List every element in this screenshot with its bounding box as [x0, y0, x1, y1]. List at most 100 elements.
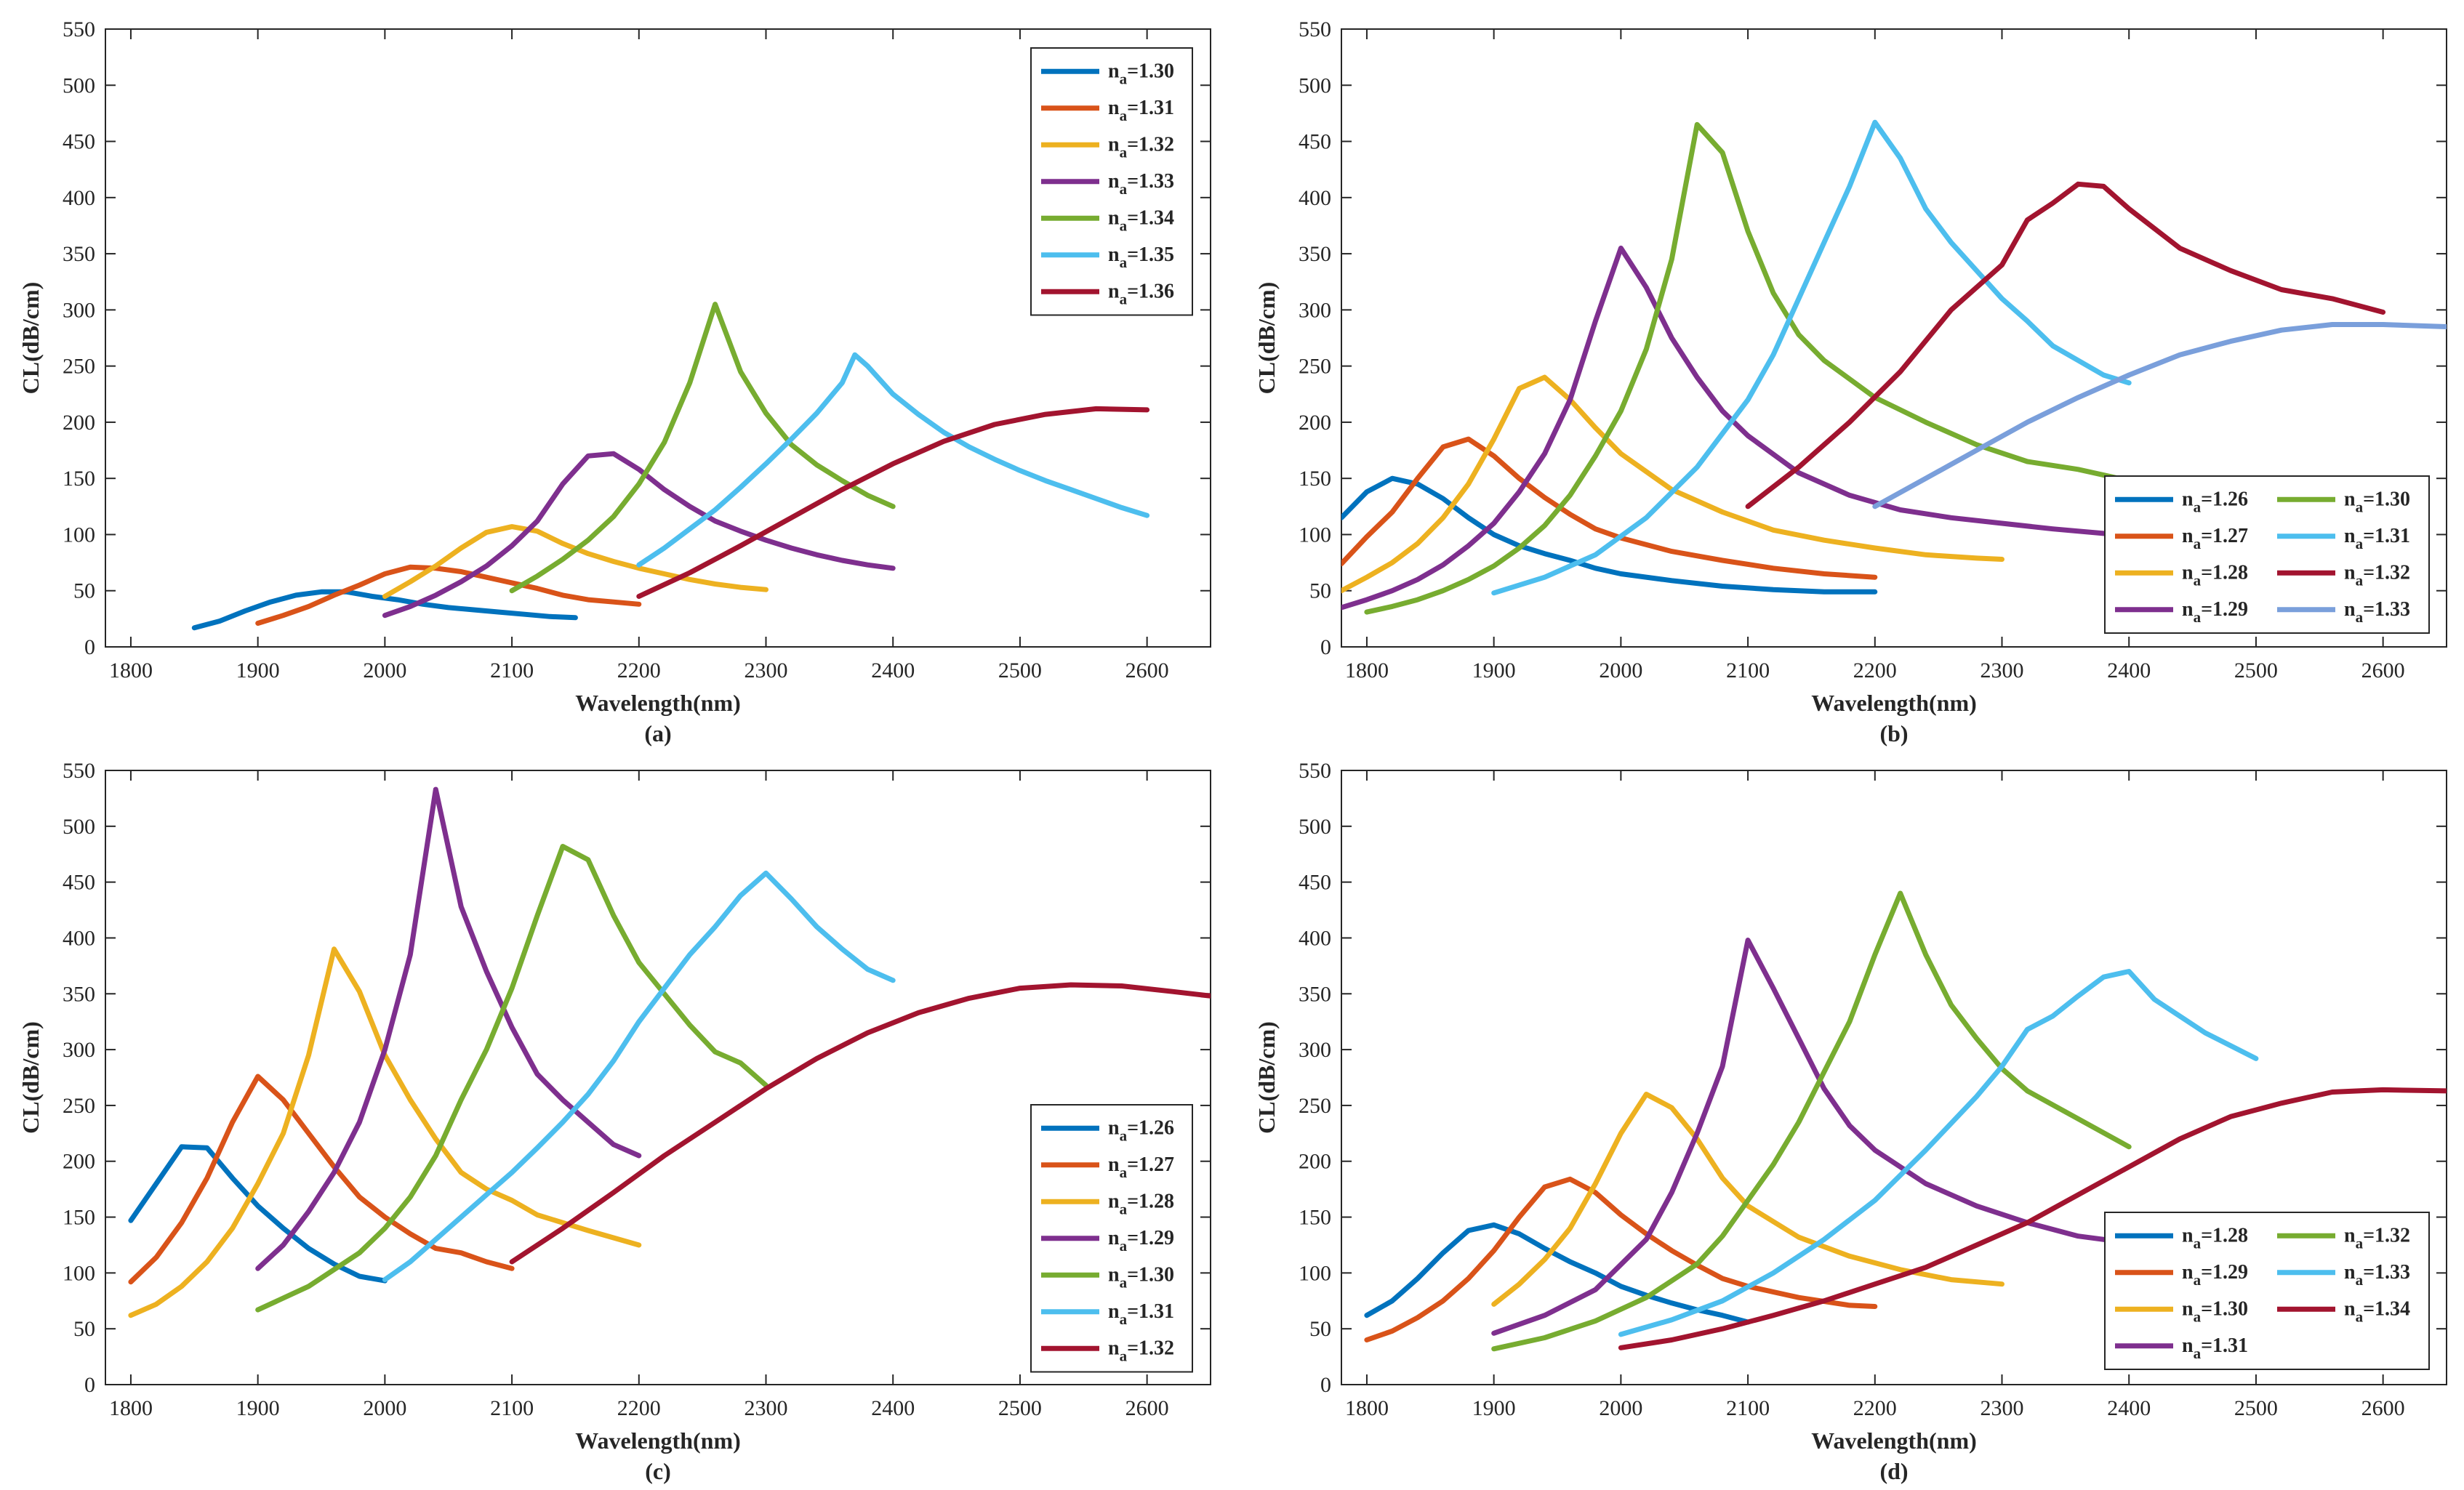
y-tick-label: 350 — [1299, 982, 1331, 1006]
legend-item: na=1.26 — [2115, 488, 2248, 515]
series-line-2 — [128, 946, 642, 1318]
panel-label: (a) — [644, 720, 671, 746]
y-tick-label: 300 — [63, 1038, 95, 1062]
legend-item: na=1.35 — [1041, 243, 1174, 271]
legend-label: na=1.29 — [2182, 598, 2248, 626]
series-group — [1364, 890, 2447, 1352]
x-tick-label: 2600 — [2361, 659, 2405, 682]
legend-item: na=1.32 — [2277, 561, 2410, 589]
legend-item: na=1.27 — [1041, 1153, 1174, 1181]
legend-box — [2104, 1212, 2430, 1370]
y-axis-title: CL(dB/cm) — [1253, 1021, 1280, 1134]
y-tick-label: 100 — [1299, 523, 1331, 547]
axes-box — [1341, 770, 2447, 1385]
x-tick-label: 2500 — [2234, 1396, 2278, 1420]
x-tick-label: 2400 — [2107, 659, 2151, 682]
y-tick-label: 200 — [1299, 1150, 1331, 1174]
series-line-2 — [1341, 374, 2004, 594]
x-tick-label: 2600 — [2361, 1396, 2405, 1420]
y-tick-label: 150 — [1299, 467, 1331, 491]
legend-item: na=1.34 — [2277, 1297, 2410, 1325]
x-tick-label: 2100 — [1726, 1396, 1770, 1420]
x-tick-label: 2000 — [363, 1396, 406, 1420]
y-tick-label: 400 — [63, 186, 95, 210]
legend-label: na=1.26 — [2182, 488, 2248, 515]
x-axis-title: Wavelength(nm) — [1811, 1427, 1977, 1454]
x-tick-label: 2400 — [871, 659, 915, 682]
x-tick-label: 2200 — [1853, 1396, 1897, 1420]
x-tick-label: 1900 — [1472, 659, 1516, 682]
y-tick-label: 100 — [1299, 1261, 1331, 1285]
series-line-3 — [382, 451, 896, 619]
legend-label: na=1.30 — [2344, 488, 2410, 515]
y-tick-label: 150 — [63, 1206, 95, 1230]
x-tick-label: 1800 — [1345, 1396, 1389, 1420]
y-tick-label: 100 — [63, 523, 95, 547]
series-line-1 — [1341, 436, 1878, 580]
x-tick-label: 1800 — [109, 659, 153, 682]
series-line-1 — [1364, 1176, 1878, 1342]
series-group — [191, 302, 1150, 631]
series-line-4 — [509, 302, 896, 594]
x-tick-label: 2000 — [1599, 659, 1642, 682]
y-axis-title: CL(dB/cm) — [17, 282, 44, 395]
legend-item: na=1.30 — [1041, 1263, 1174, 1291]
x-tick-label: 2400 — [871, 1396, 915, 1420]
legend-label: na=1.26 — [1108, 1116, 1174, 1144]
y-tick-label: 250 — [63, 355, 95, 379]
series-line-6 — [1618, 1087, 2447, 1350]
chart-panel-3: 1800 1900 2000 2100 2200 2300 2400 2500 2600 0 50 1… — [1253, 759, 2447, 1484]
x-tick-label: 2300 — [745, 1396, 788, 1420]
y-tick-label: 50 — [1309, 579, 1331, 603]
y-tick-label: 450 — [63, 871, 95, 895]
series-line-3 — [1491, 938, 2132, 1336]
series-line-5 — [1491, 119, 2132, 596]
y-tick-label: 200 — [63, 1150, 95, 1174]
legend: na=1.30 na=1.31 na=1.32 na=1.33 na=1.34 na=1.… — [1030, 47, 1193, 316]
legend: na=1.26 na=1.27 na=1.28 na=1.29 na=1.30 na=1.… — [1030, 1104, 1193, 1373]
legend-label: na=1.29 — [2182, 1261, 2248, 1289]
y-tick-label: 350 — [63, 242, 95, 266]
series-line-6 — [636, 406, 1150, 599]
legend-label: na=1.30 — [1108, 1263, 1174, 1291]
x-axis-title: Wavelength(nm) — [1811, 690, 1977, 716]
x-tick-label: 2100 — [1726, 659, 1770, 682]
legend: na=1.26 na=1.27 na=1.28 na=1.29 na=1.30 na=1.… — [2104, 475, 2430, 634]
series-line-1 — [128, 1074, 515, 1285]
series-line-7 — [1872, 322, 2447, 510]
series-line-4 — [1364, 121, 2132, 615]
y-tick-label: 450 — [63, 130, 95, 154]
y-tick-label: 50 — [1309, 1317, 1331, 1341]
legend-label: na=1.33 — [2344, 1261, 2410, 1289]
x-tick-label: 1800 — [109, 1396, 153, 1420]
y-tick-label: 100 — [63, 1261, 95, 1285]
legend-item: na=1.31 — [2277, 525, 2410, 552]
legend-label: na=1.32 — [2344, 1224, 2410, 1252]
x-tick-label: 1900 — [1472, 1396, 1516, 1420]
x-tick-label: 1800 — [1345, 659, 1389, 682]
x-tick-label: 2200 — [617, 659, 661, 682]
y-tick-label: 550 — [1299, 759, 1331, 783]
y-tick-label: 200 — [1299, 411, 1331, 435]
series-line-0 — [1341, 475, 1878, 595]
legend-label: na=1.31 — [1108, 97, 1174, 124]
legend-item: na=1.31 — [1041, 97, 1174, 124]
legend-label: na=1.30 — [2182, 1297, 2248, 1325]
panel-label: (b) — [1879, 720, 1908, 746]
panel-label: (c) — [645, 1458, 671, 1484]
y-tick-label: 0 — [84, 1373, 95, 1397]
legend-item: na=1.28 — [2115, 561, 2248, 589]
legend-item: na=1.26 — [1041, 1116, 1174, 1144]
x-tick-label: 1900 — [236, 1396, 280, 1420]
x-axis-title: Wavelength(nm) — [575, 1427, 741, 1454]
y-tick-label: 350 — [1299, 242, 1331, 266]
legend-item: na=1.30 — [1041, 60, 1174, 87]
series-line-3 — [1341, 245, 2132, 611]
legend-label: na=1.28 — [2182, 561, 2248, 589]
x-tick-label: 1900 — [236, 659, 280, 682]
chart-panel-0: 1800 1900 2000 2100 2200 2300 2400 2500 2600 0 50 1… — [17, 17, 1211, 746]
y-tick-label: 150 — [1299, 1206, 1331, 1230]
x-tick-label: 2500 — [998, 1396, 1042, 1420]
legend-item: na=1.31 — [2115, 1334, 2248, 1362]
y-tick-label: 500 — [1299, 73, 1331, 97]
